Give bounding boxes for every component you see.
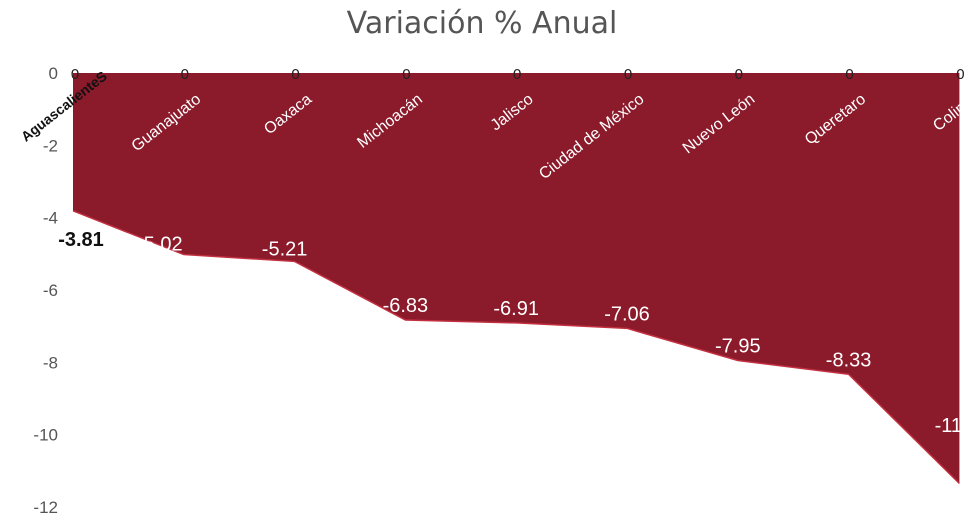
data-value-label: -6.83 [383, 295, 429, 317]
data-value-label: -5.02 [137, 234, 183, 256]
zero-value-label: 0 [956, 66, 964, 83]
zero-value-label: 0 [71, 66, 79, 83]
data-value-label: -5.21 [262, 238, 308, 260]
area-fill [73, 73, 960, 484]
y-tick-label: -8 [43, 353, 58, 372]
y-tick-label: -10 [33, 426, 58, 445]
data-value-label: -7.95 [715, 336, 761, 358]
zero-value-label: 0 [291, 66, 299, 83]
data-value-label: -8.33 [826, 349, 872, 371]
zero-value-label: 0 [845, 66, 853, 83]
data-value-label: -6.91 [493, 298, 539, 320]
zero-value-label: 0 [735, 66, 743, 83]
y-tick-label: -12 [33, 498, 58, 517]
data-value-label: -3.81 [58, 229, 104, 251]
data-value-label: -11 [935, 415, 962, 437]
chart-title: Variación % Anual [346, 6, 618, 41]
y-tick-label: 0 [49, 64, 58, 83]
zero-value-label: 0 [513, 66, 521, 83]
zero-value-label: 0 [402, 66, 410, 83]
zero-value-label: 0 [181, 66, 189, 83]
y-tick-label: -6 [43, 281, 58, 300]
zero-value-label: 0 [624, 66, 632, 83]
data-value-label: -7.06 [604, 303, 650, 325]
y-tick-label: -4 [43, 209, 58, 228]
series-line [72, 210, 960, 485]
y-tick-label: -2 [43, 136, 58, 155]
